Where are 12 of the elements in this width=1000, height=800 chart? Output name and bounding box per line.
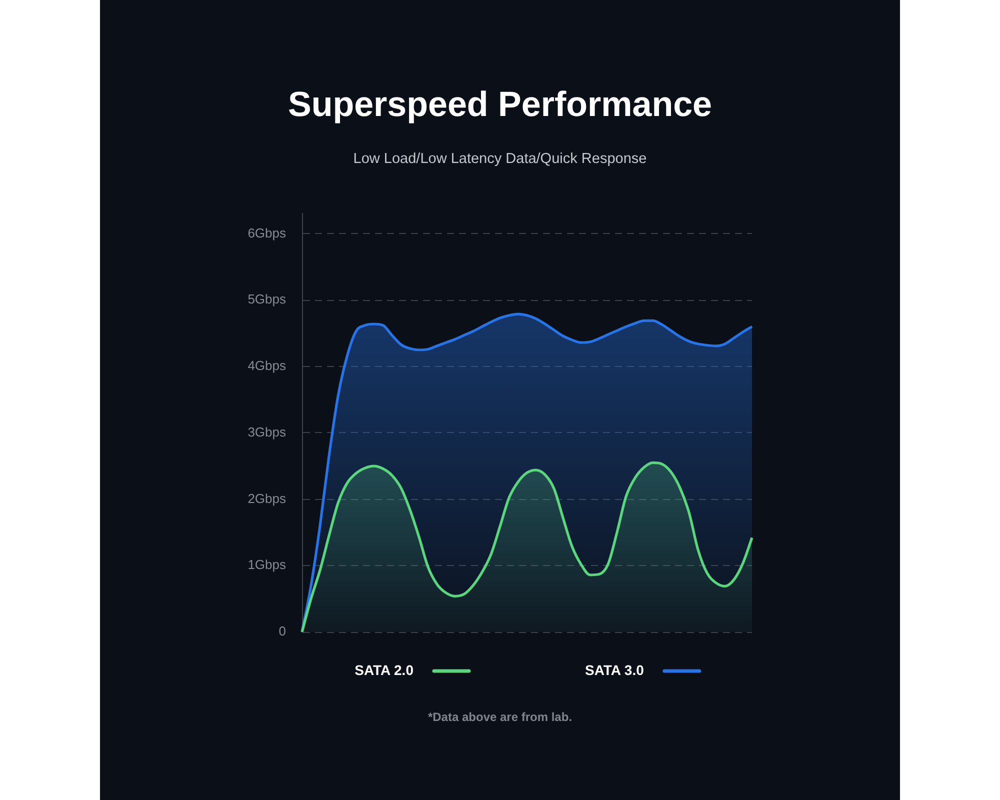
chart-subtitle: Low Load/Low Latency Data/Quick Response [352,150,648,168]
legend-label: SATA 2.0 [354,662,414,678]
y-tick-label: 6Gbps [248,225,286,240]
y-tick-label: 2Gbps [248,490,286,506]
y-tick-label: 3Gbps [248,424,286,440]
y-tick-label: 1Gbps [248,557,286,572]
text: *Data above are from lab. [426,709,574,725]
chart-title: Superspeed Performance [286,84,714,126]
y-tick-label: 0 [278,624,286,639]
legend-label: SATA 3.0 [585,662,644,678]
y-tick-label: 4Gbps [248,358,286,374]
y-tick-label: 5Gbps [248,292,286,307]
